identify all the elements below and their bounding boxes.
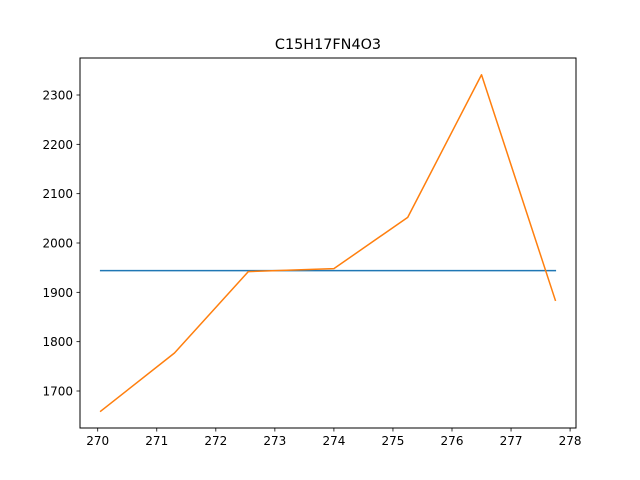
chart-title: C15H17FN4O3 xyxy=(275,37,381,53)
x-tick-label: 276 xyxy=(441,434,464,448)
x-tick-label: 270 xyxy=(86,434,109,448)
y-tick-label: 1900 xyxy=(42,286,73,300)
y-axis: 1700 1800 1900 2000 2100 2200 2300 xyxy=(42,89,80,399)
y-tick-label: 2200 xyxy=(42,138,73,152)
y-tick-label: 1700 xyxy=(42,385,73,399)
series-layer xyxy=(99,74,557,413)
series-line-2 xyxy=(99,74,557,413)
x-tick-label: 275 xyxy=(381,434,404,448)
x-tick-label: 277 xyxy=(500,434,523,448)
x-tick-label: 272 xyxy=(204,434,227,448)
y-tick-label: 1800 xyxy=(42,335,73,349)
x-tick-label: 273 xyxy=(263,434,286,448)
y-tick-label: 2000 xyxy=(42,237,73,251)
x-tick-label: 274 xyxy=(322,434,345,448)
y-tick-label: 2300 xyxy=(42,89,73,103)
y-tick-label: 2100 xyxy=(42,187,73,201)
x-axis: 270 271 272 273 274 275 276 277 278 xyxy=(86,428,582,448)
x-tick-label: 271 xyxy=(145,434,168,448)
x-tick-label: 278 xyxy=(559,434,582,448)
plot-frame xyxy=(79,57,577,429)
